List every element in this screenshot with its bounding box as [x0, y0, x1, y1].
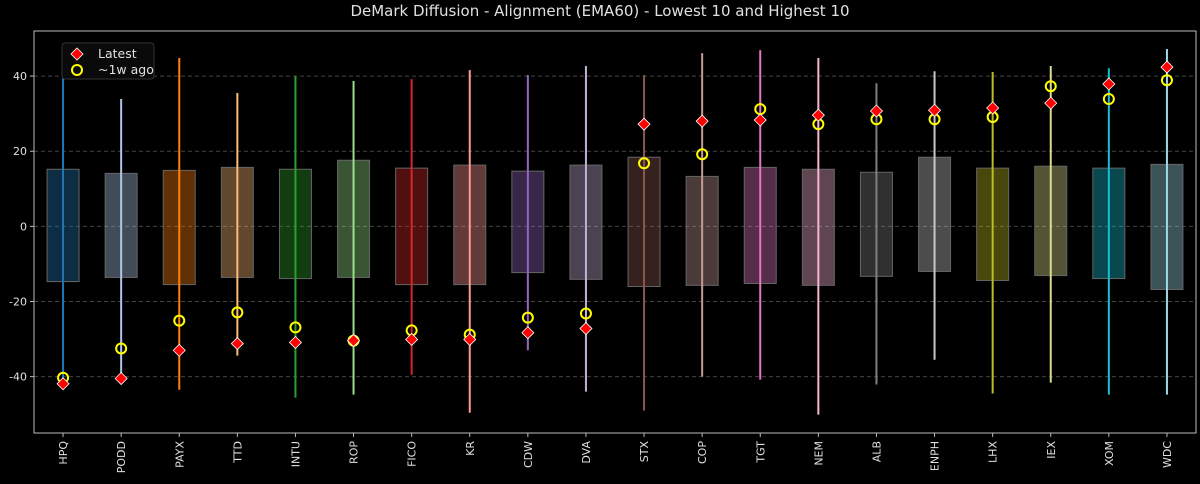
legend: Latest ~1w ago	[61, 42, 155, 80]
x-tick-label: DVA	[580, 441, 593, 464]
week-ago-point-WDC	[1160, 74, 1173, 87]
legend-diamond-icon	[70, 47, 84, 61]
x-tick-label: FICO	[406, 441, 419, 467]
week-ago-point-COP	[696, 148, 709, 161]
latest-point-FICO	[405, 332, 419, 347]
legend-label-latest: Latest	[98, 46, 137, 61]
x-tick-label: INTU	[289, 441, 302, 467]
latest-point-HPQ	[56, 377, 70, 391]
x-tick-label: HPQ	[57, 441, 70, 465]
x-tick-label: ALB	[870, 441, 883, 462]
marks	[46, 49, 1184, 415]
y-tick-label: 0	[20, 220, 27, 233]
latest-point-WDC	[1160, 60, 1174, 74]
x-tick-label: TGT	[754, 441, 767, 464]
latest-point-ROP	[346, 334, 361, 348]
latest-point-PODD	[114, 371, 128, 386]
week-ago-point-PAYX	[173, 314, 186, 327]
grid	[34, 75, 1196, 378]
latest-point-DVA	[579, 321, 593, 336]
week-ago-point-IEX	[1044, 80, 1057, 93]
week-ago-point-STX	[638, 157, 651, 170]
week-ago-point-INTU	[289, 321, 302, 334]
latest-point-TGT	[753, 113, 767, 127]
latest-point-XOM	[1102, 77, 1116, 91]
latest-point-IEX	[1044, 96, 1058, 110]
legend-label-week-ago: ~1w ago	[98, 62, 154, 77]
y-axis: -40 -20 0 20 40	[9, 70, 34, 384]
chart-title: DeMark Diffusion - Alignment (EMA60) - L…	[350, 2, 849, 20]
latest-point-TTD	[230, 337, 244, 351]
latest-point-ALB	[869, 104, 884, 118]
week-ago-point-CDW	[521, 311, 534, 324]
latest-point-COP	[695, 114, 709, 128]
x-tick-label: TTD	[231, 441, 244, 464]
x-tick-label: XOM	[1103, 441, 1116, 466]
x-tick-label: WDC	[1161, 441, 1174, 468]
week-ago-point-DVA	[579, 307, 592, 320]
y-tick-label: -20	[9, 296, 27, 309]
x-tick-label: CDW	[522, 441, 535, 468]
y-tick-label: -40	[9, 371, 27, 384]
x-tick-label: KR	[464, 441, 477, 456]
latest-point-LHX	[986, 101, 1000, 115]
x-tick-label: PODD	[115, 441, 128, 473]
x-tick-label: COP	[696, 441, 709, 464]
latest-point-INTU	[288, 335, 303, 350]
plot-frame	[33, 30, 1197, 434]
y-tick-label: 20	[13, 145, 27, 158]
week-ago-point-TTD	[231, 306, 244, 319]
x-tick-label: LHX	[987, 441, 1000, 463]
latest-point-CDW	[521, 326, 535, 340]
latest-point-PAYX	[172, 343, 186, 357]
week-ago-point-XOM	[1102, 93, 1115, 106]
x-tick-label: IEX	[1045, 441, 1058, 459]
x-tick-label: ROP	[348, 441, 361, 464]
x-tick-label: NEM	[812, 441, 825, 466]
latest-point-NEM	[811, 108, 825, 122]
legend-circle-icon	[71, 64, 83, 76]
x-axis: HPQ PODD PAYX TTD INTU ROP FICO KR CDW DVA STX COP T…	[57, 433, 1174, 473]
x-tick-label: ENPH	[929, 441, 942, 471]
latest-point-ENPH	[927, 103, 942, 117]
x-tick-label: STX	[638, 441, 651, 463]
week-ago-point-PODD	[115, 342, 128, 355]
y-tick-label: 40	[13, 70, 27, 83]
latest-point-STX	[637, 117, 651, 131]
latest-point-KR	[463, 332, 477, 347]
x-tick-label: PAYX	[173, 441, 186, 468]
